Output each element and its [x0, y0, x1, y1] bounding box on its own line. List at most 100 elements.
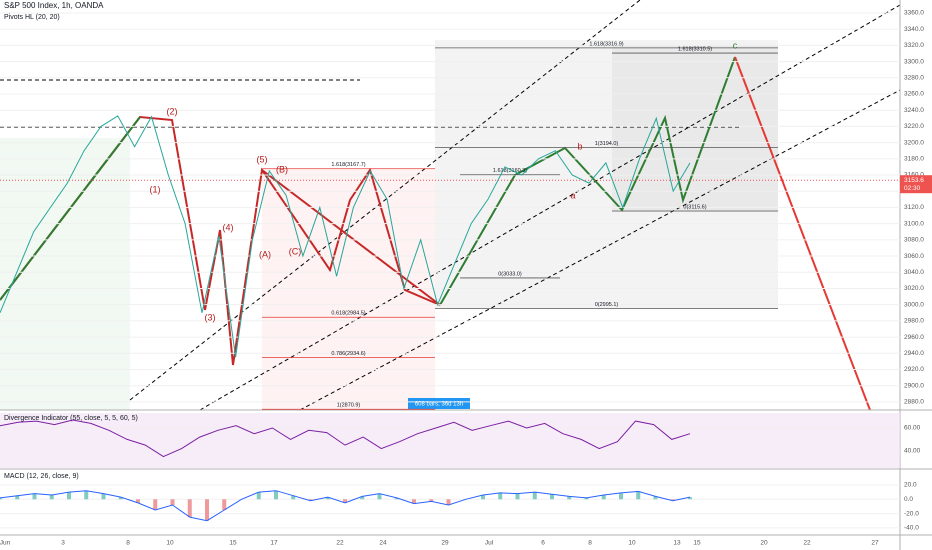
div-band: [0, 413, 900, 468]
fib-label: 1.618(3310.5): [678, 47, 712, 53]
macd-bar: [136, 499, 140, 503]
wave-label: (4): [223, 222, 234, 232]
macd-bar: [84, 490, 89, 500]
macd-bar: [256, 492, 261, 500]
y-tick-label: 3060.0: [904, 253, 924, 260]
macd-bar: [653, 496, 658, 500]
y-tick-label: 60.00: [904, 425, 921, 432]
price-tag: [900, 175, 932, 194]
macd-bar: [343, 499, 347, 503]
chart-title: S&P 500 Index, 1h, OANDA: [4, 1, 104, 10]
fib-label: 1(3194.0): [595, 141, 619, 147]
macd-bar: [619, 492, 623, 500]
x-tick-label: 8: [126, 540, 130, 547]
y-tick-label: 3280.0: [904, 75, 924, 82]
fib-label: 1.618(3160.3): [493, 168, 527, 174]
fib-label: 1.618(3167.7): [331, 162, 365, 168]
y-tick-label: 3340.0: [904, 26, 924, 33]
divergence-line: [0, 419, 691, 458]
macd-bar: [584, 497, 589, 500]
macd-bar: [153, 499, 158, 510]
macd-title: MACD (12, 26, close, 9): [4, 473, 79, 480]
x-tick-label: 10: [166, 540, 174, 547]
fib-label: 1.618(3316.9): [589, 41, 623, 47]
macd-bar: [222, 499, 227, 510]
wave-label: (A): [259, 249, 271, 259]
countdown: 02:30: [904, 185, 921, 192]
projection: [734, 56, 871, 411]
x-tick-label: 13: [673, 540, 681, 547]
y-tick-label: 2960.0: [904, 334, 924, 341]
macd-bar: [567, 496, 572, 500]
x-tick-label: 15: [229, 540, 237, 547]
y-tick-label: 3220.0: [904, 123, 924, 130]
fib-label: 0.786(2934.6): [331, 351, 365, 357]
macd-bar: [308, 499, 313, 501]
y-tick-label: 3360.0: [904, 10, 924, 17]
macd-bar: [498, 492, 503, 500]
zone: [0, 138, 130, 410]
y-tick-label: 0.0: [904, 496, 913, 503]
x-tick-label: 17: [270, 540, 278, 547]
y-tick-label: 3300.0: [904, 58, 924, 65]
fib-label: 0.618(2984.5): [331, 311, 365, 317]
fib-label: 1(2870.9): [337, 403, 361, 409]
macd-line: [0, 490, 691, 522]
macd-bar: [32, 493, 37, 500]
x-tick-label: 20: [760, 540, 768, 547]
y-tick-label: 3260.0: [904, 91, 924, 98]
range-badge: [408, 398, 470, 409]
x-tick-label: 24: [379, 540, 387, 547]
wave-label: (3): [205, 312, 216, 322]
y-tick-label: 3180.0: [904, 156, 924, 163]
fib-label: 0(2995.1): [595, 302, 619, 308]
y-tick-label: -40.0: [904, 525, 919, 532]
indicator-label: Pivots HL (20, 20): [4, 14, 60, 21]
wave-label: a: [570, 190, 575, 200]
macd-bar: [360, 496, 365, 500]
div-title: Divergence Indicator (55, close, 5, 5, 6…: [4, 415, 138, 422]
zone: [612, 46, 778, 212]
range-note: 608 bars, 36d 13h: [415, 402, 463, 408]
x-tick-label: Jul: [485, 540, 494, 547]
y-tick-label: 2920.0: [904, 366, 924, 373]
macd-bar: [670, 499, 675, 501]
y-tick-label: 3000.0: [904, 301, 924, 308]
wave-label: (2): [167, 106, 178, 116]
price-tag-text: 3153.6: [904, 177, 924, 184]
macd-bar: [101, 493, 106, 500]
y-tick-label: 3040.0: [904, 269, 924, 276]
fib-label: 0(3033.0): [498, 271, 522, 277]
wave-label: c: [733, 40, 738, 50]
y-tick-label: 3320.0: [904, 42, 924, 49]
macd-bar: [170, 499, 175, 505]
wave-label: (C): [289, 246, 302, 256]
macd-bar: [118, 497, 123, 500]
macd-bar: [688, 497, 692, 500]
y-tick-label: 20.0: [904, 482, 917, 489]
wave-label: (1): [150, 184, 161, 194]
y-tick-label: 3100.0: [904, 220, 924, 227]
y-tick-label: 3020.0: [904, 285, 924, 292]
macd-bar: [601, 495, 606, 500]
channels: [0, 0, 901, 411]
macd-bar: [481, 495, 485, 500]
y-tick-label: 3080.0: [904, 237, 924, 244]
x-tick-label: 6: [541, 540, 545, 547]
y-tick-label: 3240.0: [904, 107, 924, 114]
macd-bar: [0, 497, 2, 500]
x-tick-label: 8: [588, 540, 592, 547]
x-tick-label: 3: [61, 540, 65, 547]
macd-bar: [532, 492, 537, 500]
x-tick-label: 22: [336, 540, 344, 547]
x-tick-label: 22: [803, 540, 811, 547]
macd-bar: [274, 490, 278, 500]
red-wave: [0, 115, 441, 366]
price-line: [0, 115, 691, 358]
y-tick-label: 3120.0: [904, 204, 924, 211]
x-tick-label: 27: [871, 540, 879, 547]
y-tick-label: 2980.0: [904, 318, 924, 325]
macd-bar: [412, 499, 416, 504]
macd-bar: [394, 497, 399, 500]
macd-bar: [377, 493, 382, 500]
